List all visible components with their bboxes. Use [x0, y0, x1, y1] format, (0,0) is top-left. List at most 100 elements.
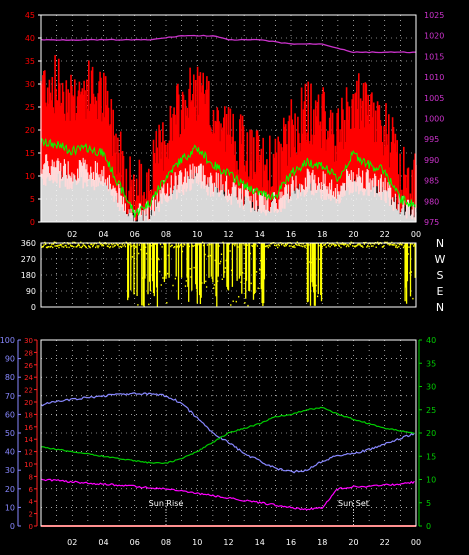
wind-y-tick-label: 30: [25, 80, 35, 89]
humidity-y-tick-label: 0: [10, 522, 15, 531]
x-tick-label: 22: [380, 538, 390, 547]
pressure-y-tick-label: 1005: [424, 94, 444, 103]
direction-y-tick-label: 270: [21, 255, 36, 264]
x-tick-label: 02: [67, 230, 77, 239]
humidity-y-tick-label: 80: [5, 373, 15, 382]
rain-y-tick-label: 16: [24, 424, 33, 432]
direction-panel-frame: [40, 242, 417, 308]
x-tick-label: 12: [223, 538, 233, 547]
x-tick-label: 18: [317, 538, 327, 547]
temperature-y-tick-label: 20: [426, 429, 436, 438]
wind-y-tick-label: 15: [25, 149, 35, 158]
sun-rise-label: Sun Rise: [149, 499, 184, 508]
rain-y-tick-label: 18: [24, 411, 33, 419]
humidity-y-tick-label: 50: [5, 429, 15, 438]
pressure-label: Presión: [370, 1, 406, 13]
compass-label: E: [437, 285, 444, 298]
pressure-y-tick-label: 1000: [424, 115, 444, 124]
pressure-y-tick-label: 1020: [424, 32, 444, 41]
wind-y-tick-label: 0: [30, 218, 35, 227]
wind-y-tick-label: 20: [25, 126, 35, 135]
temperature-y-tick-label: 0: [426, 522, 431, 531]
x-tick-label: 16: [286, 230, 296, 239]
wind-y-tick-label: 5: [30, 195, 35, 204]
x-tick-label: 12: [223, 230, 233, 239]
temperature-y-tick-label: 25: [426, 406, 436, 415]
rain-y-tick-label: 30: [24, 337, 33, 345]
x-tick-label: 04: [98, 538, 108, 547]
compass-label: N: [436, 301, 444, 314]
pressure-y-tick-label: 990: [424, 156, 439, 165]
pressure-y-tick-label: 1010: [424, 73, 444, 82]
x-tick-label: 18: [317, 230, 327, 239]
compass-label: S: [437, 269, 444, 282]
rain-y-tick-label: 26: [24, 362, 33, 370]
wind-pressure-panel: 0510152025303540459759809859909951000100…: [25, 11, 445, 227]
wind-y-tick-label: 40: [25, 34, 35, 43]
x-tick-label: 06: [130, 230, 140, 239]
x-tick-label: 00: [411, 230, 421, 239]
x-tick-label: 20: [348, 538, 358, 547]
x-tick-label: 14: [255, 538, 265, 547]
wind-y-tick-label: 10: [25, 172, 35, 181]
wind-y-tick-label: 45: [25, 11, 35, 20]
sun-set-label: Sun Set: [338, 499, 369, 508]
wind-speed-label: Velocidad viento: [6, 2, 89, 13]
humidity-y-tick-label: 90: [5, 355, 15, 364]
rain-y-tick-label: 6: [29, 486, 34, 494]
x-tick-label: 00: [411, 538, 421, 547]
direction-y-tick-label: 180: [21, 271, 36, 280]
x-tick-label: 06: [130, 538, 140, 547]
wind-y-tick-label: 35: [25, 57, 35, 66]
rain-label: Lluvia: [6, 323, 36, 334]
x-tick-label: 14: [255, 230, 265, 239]
rain-y-tick-label: 10: [24, 461, 33, 469]
rain-y-tick-label: 4: [29, 498, 34, 506]
x-tick-label: 02: [67, 538, 77, 547]
direction-y-tick-label: 0: [31, 303, 36, 312]
x-axis: 02 04 06 08 10 12 14 16 18 20 22 00 02 04 06 08 10 12 14 16…: [67, 230, 421, 547]
humidity-y-tick-label: 30: [5, 466, 15, 475]
rain-y-tick-label: 20: [24, 399, 33, 407]
compass-label: W: [435, 253, 446, 266]
temperature-y-tick-label: 35: [426, 359, 436, 368]
humidity-series: [40, 392, 415, 474]
pressure-y-tick-label: 985: [424, 177, 439, 186]
wind-direction-series: [40, 241, 416, 307]
rain-y-tick-label: 24: [24, 374, 33, 382]
rain-y-tick-label: 0: [29, 523, 33, 531]
temperature-y-tick-label: 10: [426, 476, 436, 485]
x-tick-label: 22: [380, 230, 390, 239]
rain-y-tick-label: 12: [24, 449, 33, 457]
humidity-y-tick-label: 40: [5, 448, 15, 457]
humidity-y-tick-label: 100: [0, 336, 15, 345]
rain-y-tick-label: 8: [29, 473, 33, 481]
x-tick-label: 10: [192, 538, 202, 547]
dewpoint-series: [40, 478, 415, 511]
x-tick-label: 10: [192, 230, 202, 239]
dewpoint-label: Punto rocío: [393, 322, 449, 334]
compass-label: N: [436, 237, 444, 250]
climate-panel-frame: [40, 339, 417, 527]
x-tick-label: 20: [348, 230, 358, 239]
rain-y-tick-label: 28: [24, 349, 33, 357]
humidity-label: Humedad: [66, 323, 115, 334]
chart-title: 24 hora gráfica del : 14 Agosto 2015: [142, 1, 326, 13]
humidity-y-tick-label: 70: [5, 392, 15, 401]
rain-y-tick-label: 22: [24, 387, 33, 395]
temperature-y-tick-label: 5: [426, 499, 431, 508]
climate-panel: Sun Rise Sun Set0102030405060708090100024…: [0, 336, 436, 531]
temperature-y-tick-label: 40: [426, 336, 436, 345]
direction-y-tick-label: 360: [21, 239, 36, 248]
pressure-y-tick-label: 975: [424, 218, 439, 227]
temperature-label: Temperatura: [311, 323, 376, 334]
rain-y-tick-label: 2: [29, 511, 33, 519]
x-tick-label: 08: [161, 538, 171, 547]
pressure-y-tick-label: 1015: [424, 52, 444, 61]
x-tick-label: 08: [161, 230, 171, 239]
x-tick-label: 16: [286, 538, 296, 547]
temperature-y-tick-label: 30: [426, 383, 436, 392]
pressure-series: [40, 34, 417, 54]
